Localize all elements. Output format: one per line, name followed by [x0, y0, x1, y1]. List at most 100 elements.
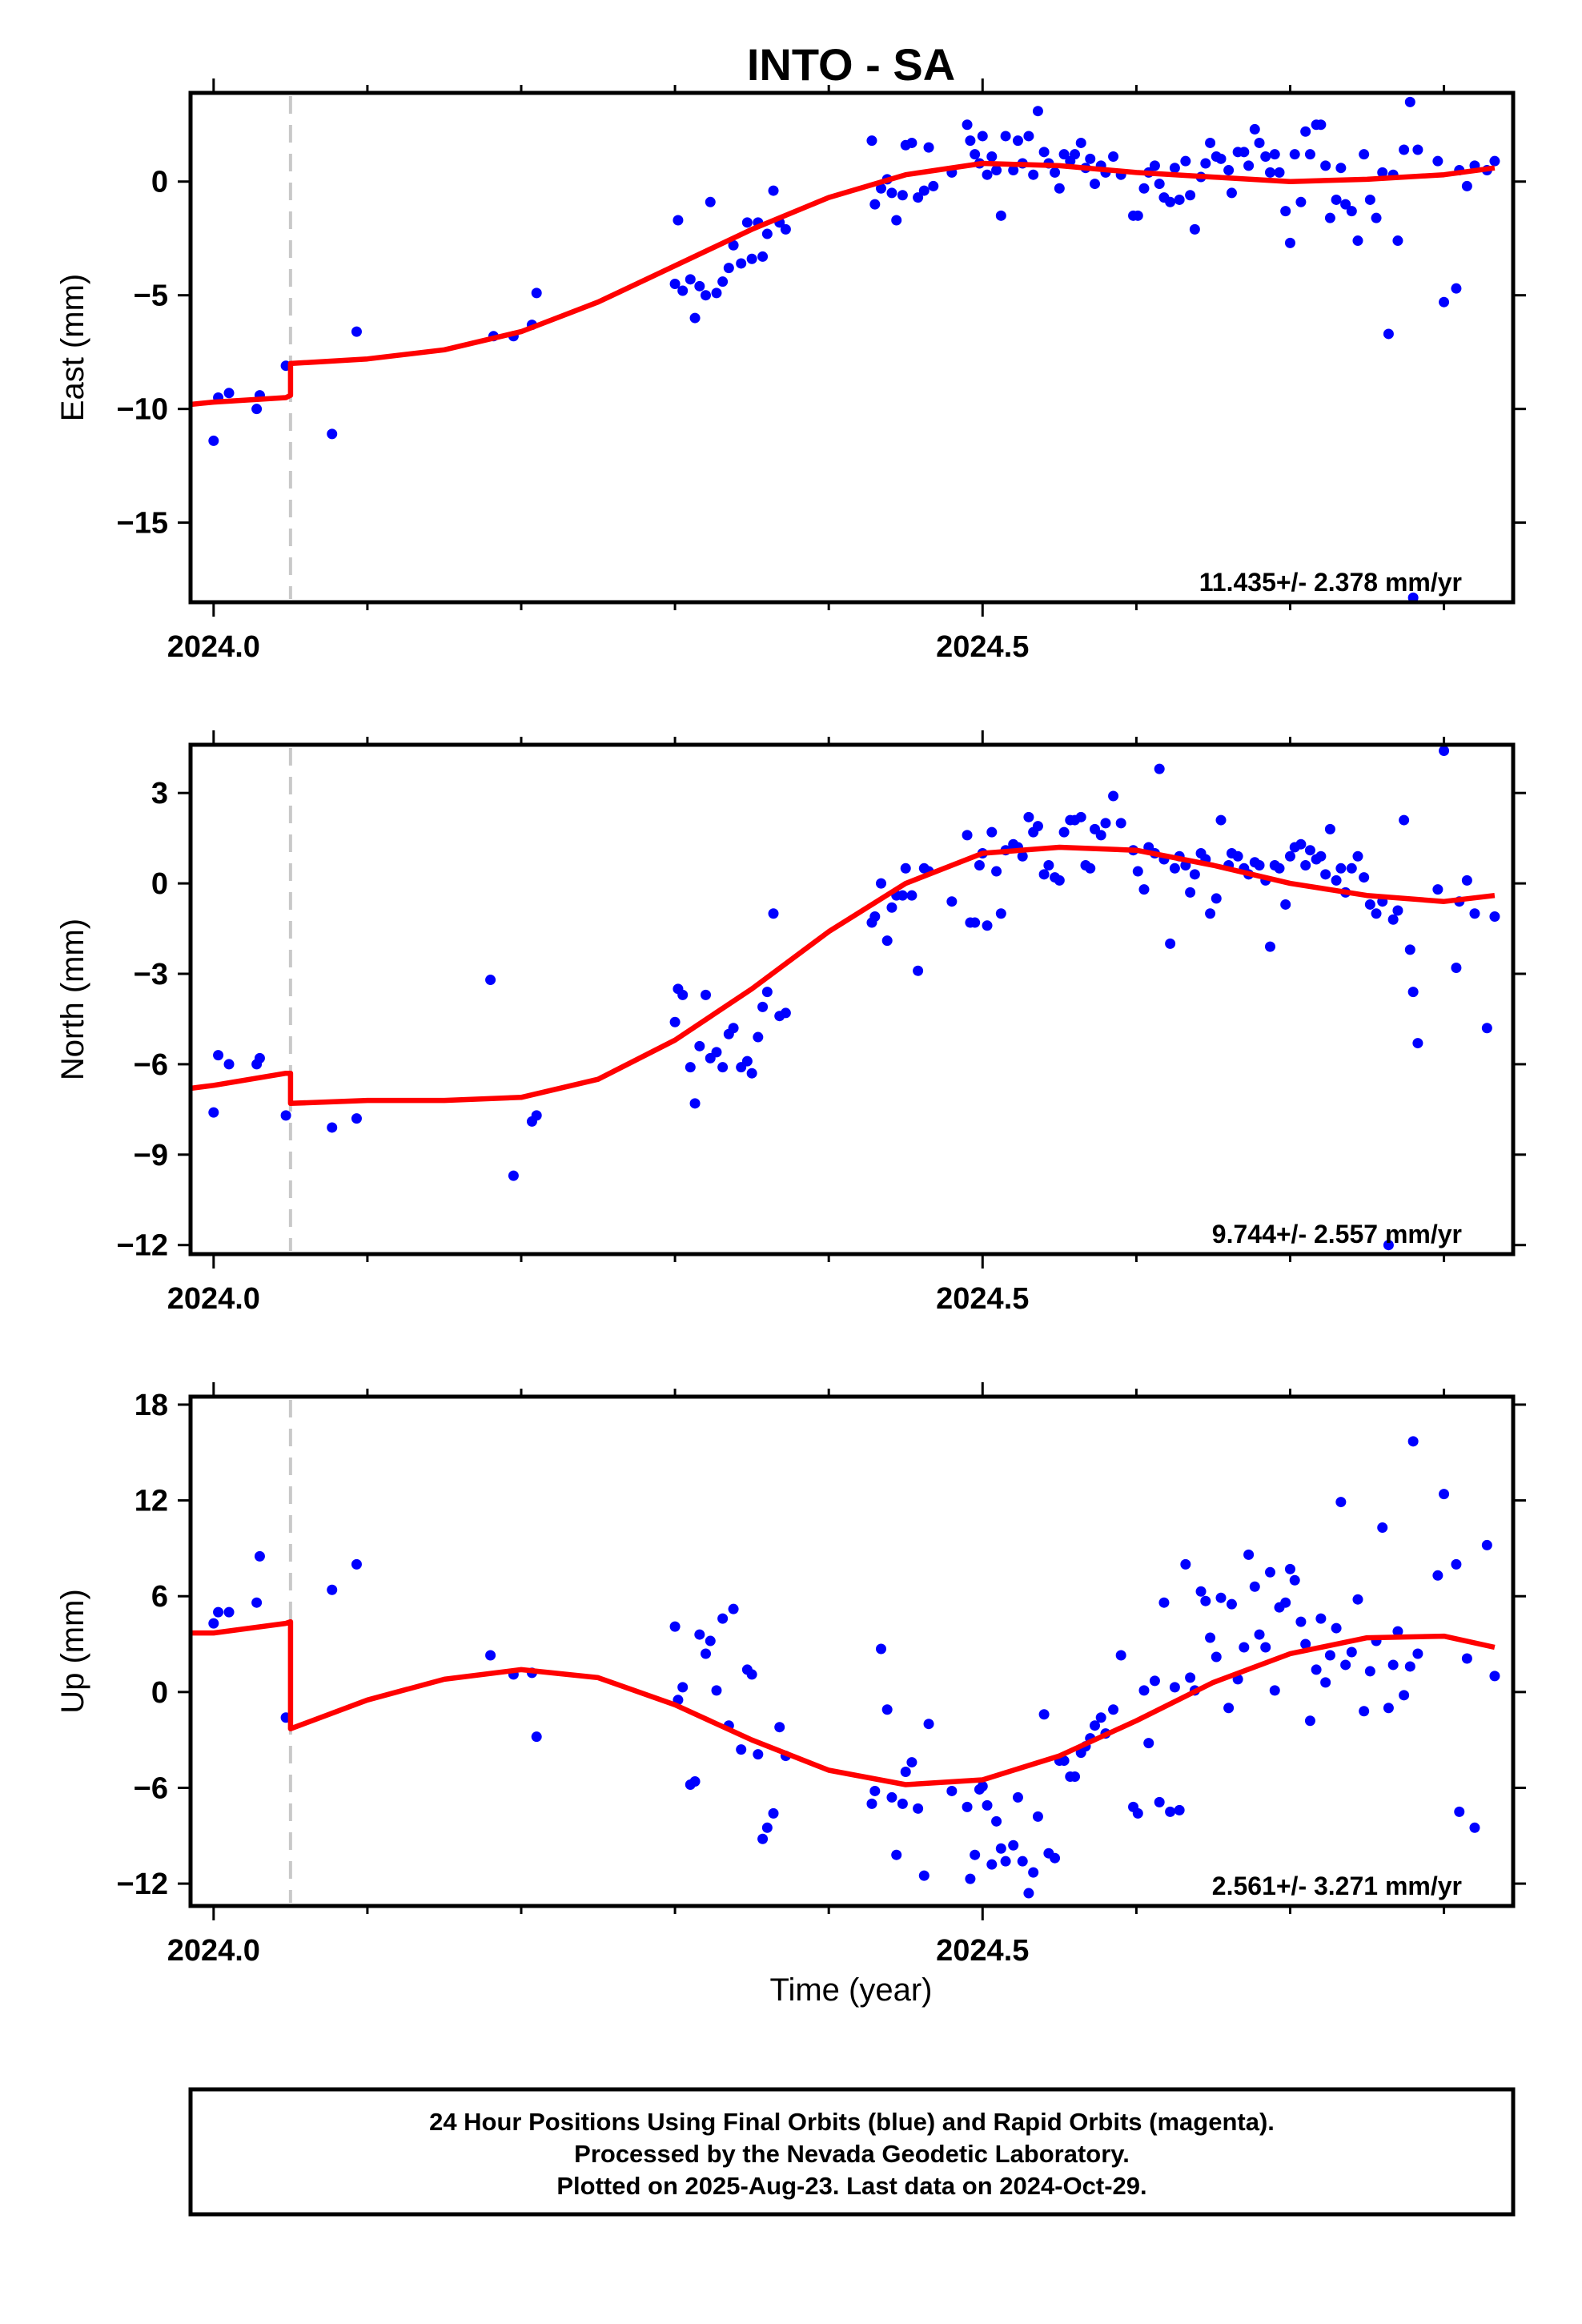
north-data-point	[1359, 872, 1370, 883]
north-data-point	[1392, 905, 1403, 916]
east-data-point	[741, 217, 753, 228]
east-data-point	[918, 185, 930, 196]
up-data-point	[897, 1798, 908, 1809]
north-data-point	[946, 896, 958, 907]
north-data-point	[1387, 914, 1399, 925]
up-data-point	[1032, 1811, 1043, 1822]
east-data-point	[982, 169, 993, 180]
north-data-point	[1032, 821, 1043, 832]
east-data-point	[986, 151, 998, 162]
up-data-point	[1215, 1592, 1227, 1603]
north-data-point	[1023, 811, 1034, 822]
east-data-point	[1189, 223, 1200, 235]
north-data-point	[900, 862, 911, 874]
up-data-point	[1461, 1653, 1472, 1664]
north-data-point	[728, 1023, 739, 1034]
east-data-point	[768, 185, 779, 196]
east-data-point	[1335, 163, 1347, 174]
up-data-point	[761, 1822, 773, 1833]
up-data-point	[757, 1833, 769, 1844]
east-data-point	[673, 215, 684, 226]
east-data-point	[1028, 169, 1039, 180]
up-data-point	[923, 1719, 934, 1730]
up-data-point	[1108, 1704, 1119, 1715]
up-data-point	[1239, 1642, 1250, 1653]
up-y-tick-label: 0	[151, 1676, 168, 1710]
up-data-point	[701, 1648, 712, 1659]
north-data-point	[741, 1055, 753, 1067]
east-data-point	[1284, 237, 1295, 248]
up-data-point	[1174, 1804, 1185, 1815]
up-data-point	[965, 1873, 976, 1884]
up-data-point	[1169, 1682, 1180, 1693]
east-data-point	[1412, 144, 1423, 155]
up-data-point	[970, 1849, 981, 1860]
north-data-point	[974, 860, 985, 871]
east-data-point	[351, 326, 362, 337]
north-data-point	[886, 902, 897, 913]
north-data-point	[962, 830, 973, 841]
up-data-point	[1311, 1664, 1322, 1675]
north-data-point	[761, 987, 773, 998]
up-panel: 2024.0 2024.5 18 12 6 0 −6 −12 Up (mm) 2.561+/- 3…	[55, 1382, 1526, 1968]
up-data-point	[1324, 1650, 1335, 1661]
north-data-point	[1232, 850, 1243, 862]
east-data-point	[866, 135, 877, 147]
north-panel: 2024.0 2024.5 3 0 −3 −6 −9 −12 North (mm) 9.744+/…	[55, 730, 1526, 1316]
east-data-point	[705, 196, 716, 207]
up-data-point	[1377, 1522, 1388, 1533]
east-data-point	[1364, 194, 1375, 205]
up-data-point	[1335, 1497, 1347, 1508]
north-data-point	[1489, 911, 1500, 923]
east-data-point	[1324, 212, 1335, 223]
up-data-point	[1269, 1685, 1280, 1696]
footer-line-2: Processed by the Nevada Geodetic Laborat…	[574, 2140, 1130, 2168]
east-data-point	[677, 285, 689, 296]
east-data-point	[1085, 153, 1096, 164]
up-data-point	[1260, 1642, 1271, 1653]
up-data-point	[1387, 1659, 1399, 1671]
up-data-point	[1195, 1586, 1207, 1597]
up-data-point	[1050, 1852, 1061, 1864]
north-data-point	[1100, 818, 1111, 829]
up-data-point	[753, 1749, 764, 1760]
east-data-point	[685, 274, 696, 285]
east-data-point	[913, 192, 924, 203]
up-data-point	[1383, 1703, 1394, 1714]
up-data-point	[254, 1550, 265, 1562]
east-data-point	[780, 223, 791, 235]
east-data-point	[1432, 155, 1443, 167]
up-data-point	[1432, 1570, 1443, 1581]
up-data-point	[1404, 1661, 1415, 1672]
footer-line-3: Plotted on 2025-Aug-23. Last data on 202…	[556, 2172, 1146, 2200]
north-data-point	[757, 1001, 769, 1012]
up-data-point	[223, 1606, 235, 1618]
east-y-axis-label: East (mm)	[55, 274, 90, 421]
footer-line-1: 24 Hour Positions Using Final Orbits (bl…	[429, 2108, 1275, 2136]
north-data-point	[1254, 860, 1265, 871]
north-data-point	[327, 1122, 338, 1133]
up-data-point	[1154, 1796, 1165, 1807]
north-data-point	[1095, 830, 1106, 841]
east-data-point	[977, 131, 988, 142]
north-y-tick-label: −3	[134, 958, 168, 991]
up-data-point	[1412, 1648, 1423, 1659]
up-data-point	[736, 1744, 747, 1755]
east-data-point	[991, 165, 1002, 176]
east-data-point	[1032, 106, 1043, 117]
up-data-point	[1185, 1672, 1196, 1683]
east-data-point	[1352, 235, 1363, 247]
north-data-point	[1185, 887, 1196, 898]
north-data-point	[1295, 838, 1307, 850]
up-data-point	[1028, 1867, 1039, 1878]
up-data-point	[689, 1775, 701, 1787]
up-data-point	[531, 1731, 542, 1743]
north-data-point	[1280, 899, 1291, 910]
north-data-point	[1138, 884, 1150, 895]
up-data-point	[1315, 1613, 1327, 1624]
up-data-point	[1331, 1622, 1342, 1634]
east-data-point	[1023, 131, 1034, 142]
north-y-tick-label: −6	[134, 1048, 168, 1082]
north-data-point	[995, 908, 1006, 919]
